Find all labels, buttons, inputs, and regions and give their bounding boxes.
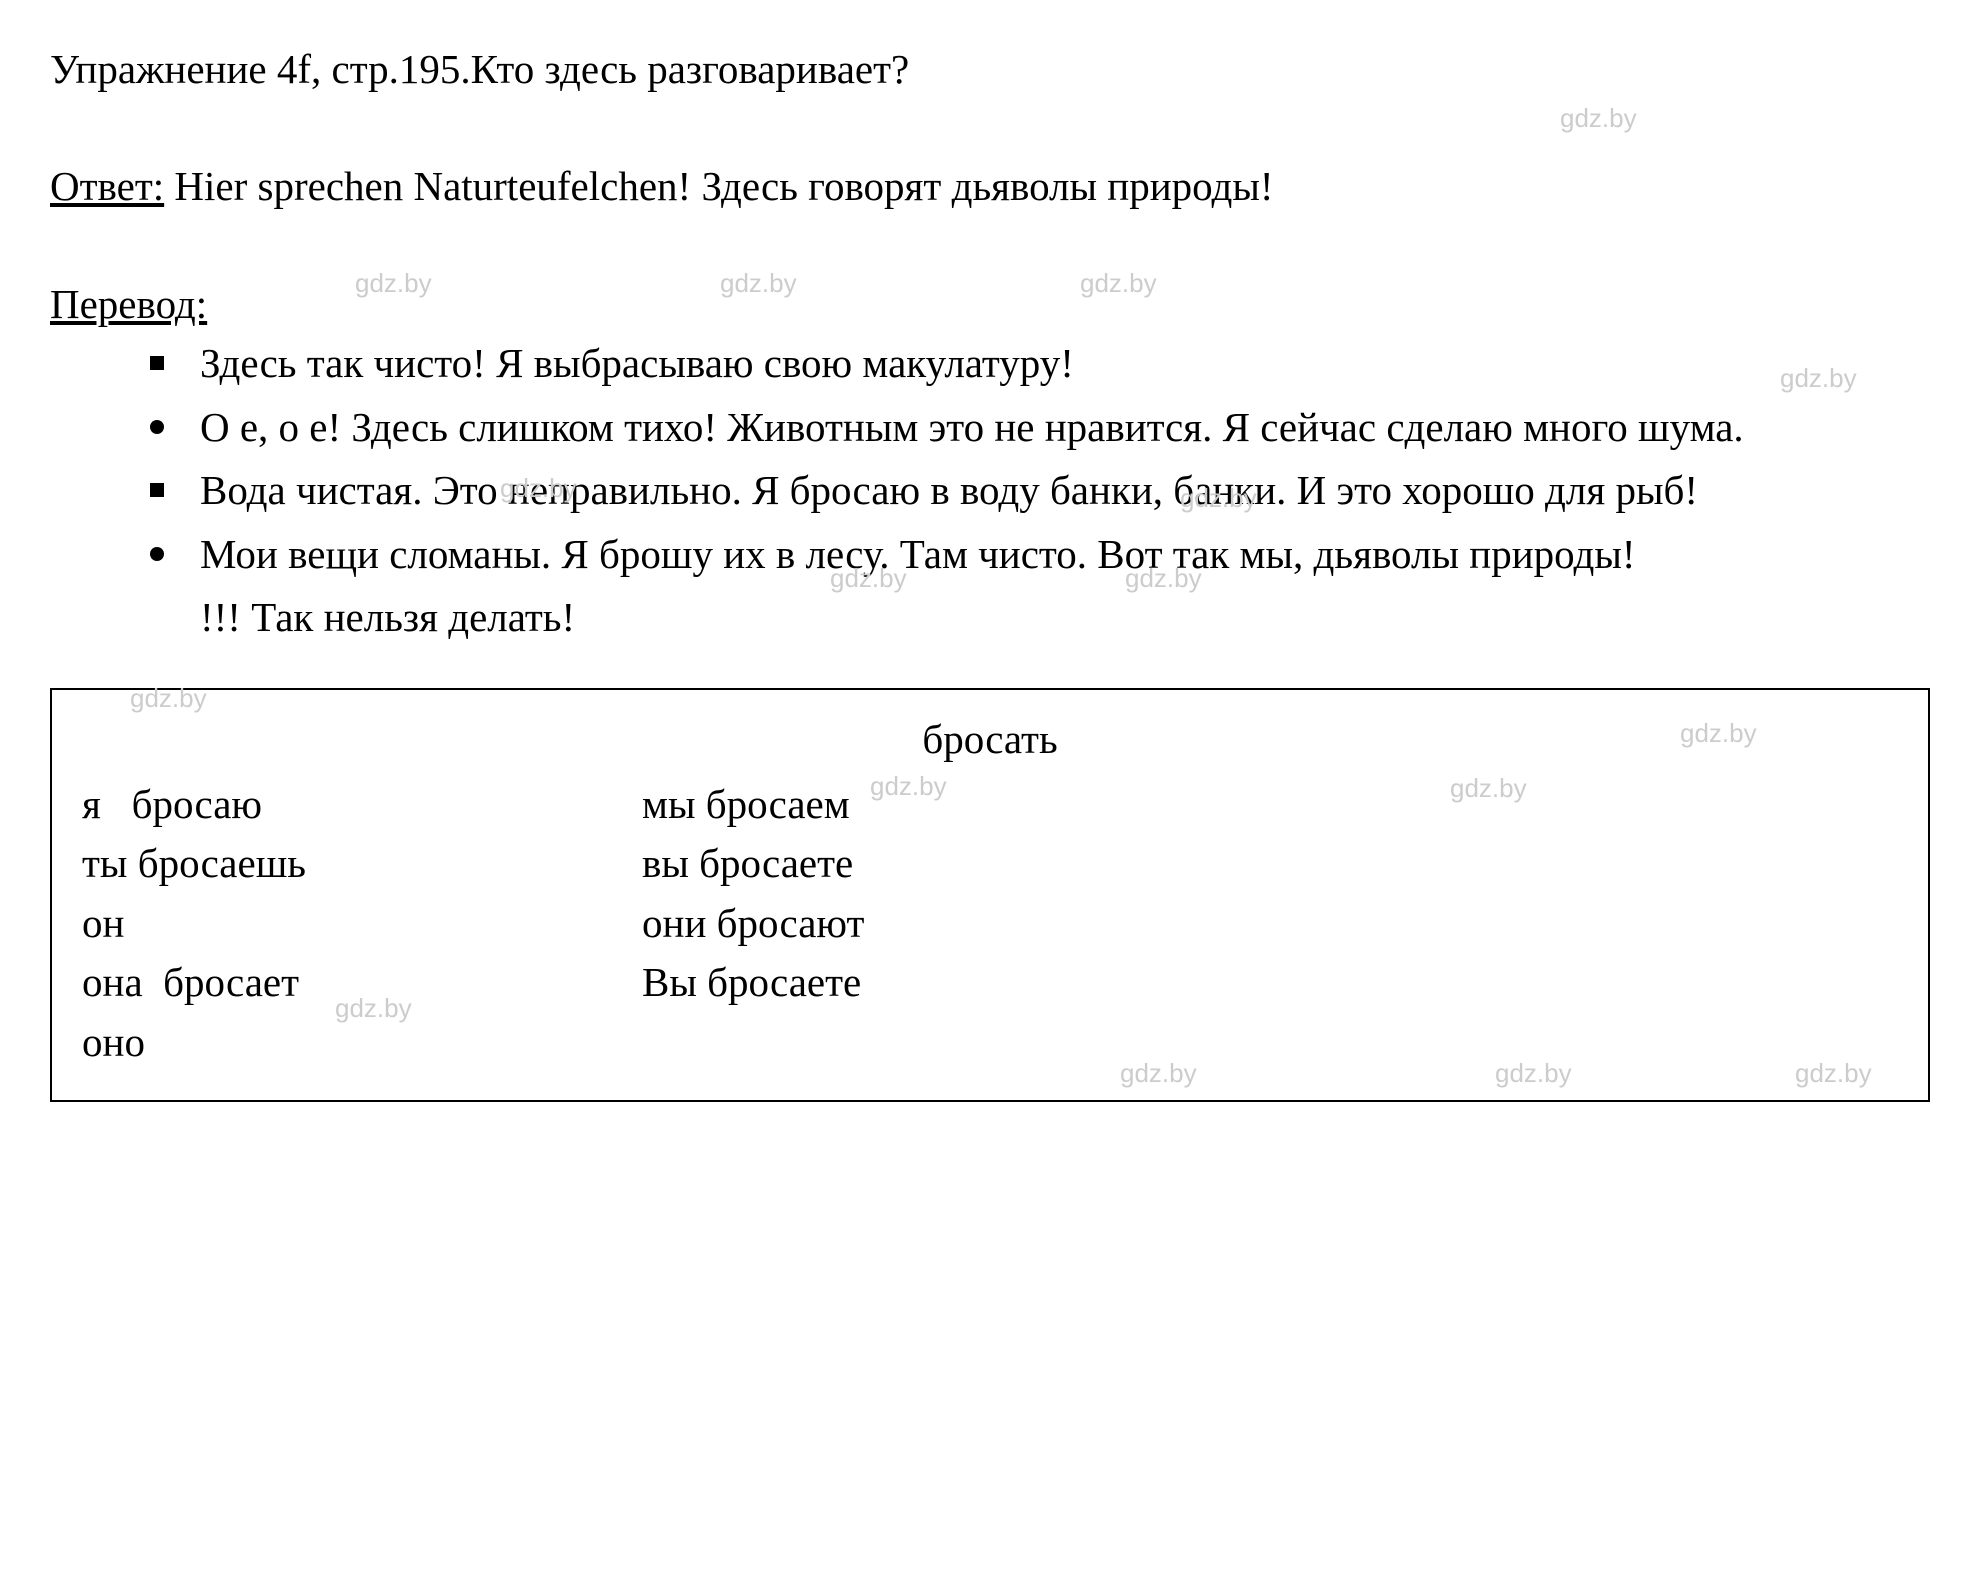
- list-item: Здесь так чисто! Я выбрасываю свою макул…: [150, 334, 1933, 393]
- exercise-title: Упражнение 4f, стр.195.Кто здесь разгова…: [50, 40, 1933, 99]
- table-row: они бросают: [642, 894, 1202, 953]
- table-row: оно: [82, 1013, 642, 1072]
- conjugation-col-left: я бросаю ты бросаешь он она бросает оно: [82, 775, 642, 1072]
- list-item: О е, о е! Здесь слишком тихо! Животным э…: [150, 398, 1933, 457]
- spacer: [50, 217, 1933, 275]
- answer-line: Ответ: Hier sprechen Naturteufelchen! Зд…: [50, 157, 1933, 216]
- table-row: она бросает: [82, 953, 642, 1012]
- list-item: Вода чистая. Это неправильно. Я бросаю в…: [150, 461, 1933, 520]
- answer-text: Hier sprechen Naturteufelchen! Здесь гов…: [164, 163, 1273, 209]
- page-root: Упражнение 4f, стр.195.Кто здесь разгова…: [0, 0, 1983, 1587]
- conjugation-table: бросать я бросаю ты бросаешь он она брос…: [50, 688, 1930, 1103]
- table-title: бросать: [82, 710, 1898, 769]
- translation-label: Перевод:: [50, 275, 1933, 334]
- table-row: Вы бросаете: [642, 953, 1202, 1012]
- translation-bullets: Здесь так чисто! Я выбрасываю свою макул…: [50, 334, 1933, 584]
- table-row: ты бросаешь: [82, 834, 642, 893]
- list-item: Мои вещи сломаны. Я брошу их в лесу. Там…: [150, 525, 1933, 584]
- emphasis-line: !!! Так нельзя делать!: [50, 588, 1933, 647]
- answer-label: Ответ:: [50, 163, 164, 209]
- list-item-text: Здесь так чисто! Я выбрасываю свою макул…: [200, 340, 1074, 386]
- table-row: вы бросаете: [642, 834, 1202, 893]
- list-item-text: О е, о е! Здесь слишком тихо! Животным э…: [200, 404, 1744, 450]
- list-item-text: Вода чистая. Это неправильно. Я бросаю в…: [200, 467, 1698, 513]
- table-row: я бросаю: [82, 775, 642, 834]
- conjugation-grid: я бросаю ты бросаешь он она бросает оно …: [82, 775, 1898, 1072]
- spacer: [50, 99, 1933, 157]
- table-row: он: [82, 894, 642, 953]
- table-row: мы бросаем: [642, 775, 1202, 834]
- list-item-text: Мои вещи сломаны. Я брошу их в лесу. Там…: [200, 531, 1636, 577]
- conjugation-col-right: мы бросаем вы бросаете они бросают Вы бр…: [642, 775, 1202, 1072]
